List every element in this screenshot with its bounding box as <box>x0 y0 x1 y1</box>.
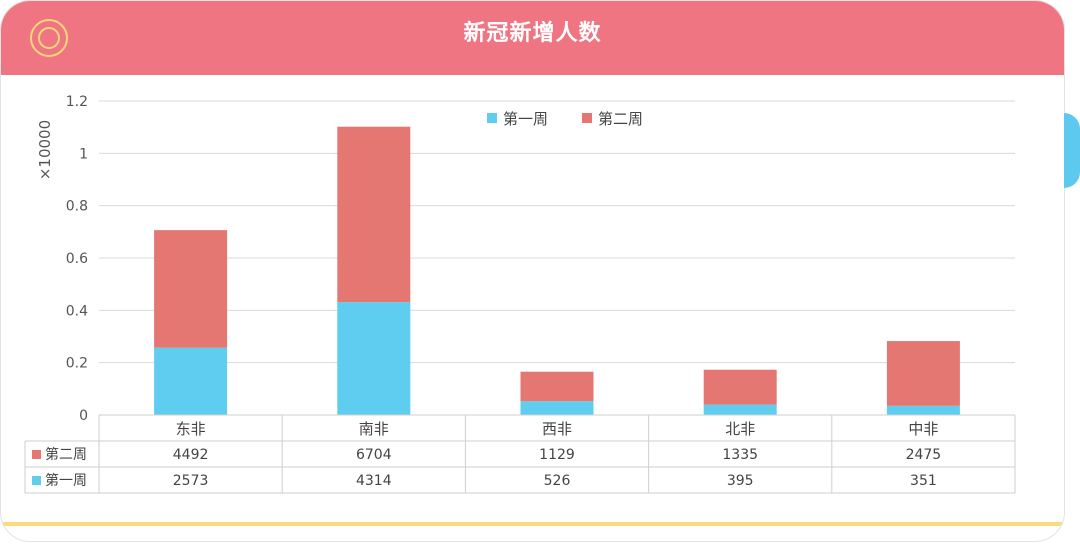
data-label: 1335 <box>722 447 758 463</box>
y-tick-label: 0 <box>79 408 88 424</box>
data-label: 526 <box>544 473 571 489</box>
x-tick-label: 北非 <box>725 420 755 438</box>
x-tick-label: 南非 <box>359 420 389 438</box>
bar <box>886 405 960 415</box>
table-row-label: 第一周 <box>45 472 87 489</box>
y-tick-label: 0.8 <box>66 199 88 215</box>
target-icon <box>30 19 68 57</box>
bar <box>703 369 777 405</box>
table-row-label: 第二周 <box>45 446 87 463</box>
page-title: 新冠新增人数 <box>463 21 602 46</box>
data-label: 4492 <box>173 447 209 463</box>
bar <box>520 371 594 402</box>
bar <box>703 404 777 415</box>
y-axis-label: ×10000 <box>36 120 54 180</box>
legend-swatch <box>582 113 592 123</box>
data-label: 4314 <box>356 473 392 489</box>
data-label: 1129 <box>539 447 575 463</box>
table-legend-swatch <box>32 476 41 485</box>
y-tick-label: 0.4 <box>66 303 88 319</box>
y-tick-label: 0.2 <box>66 356 88 372</box>
legend-label: 第二周 <box>598 110 643 128</box>
bar <box>154 230 228 348</box>
bar <box>337 126 411 303</box>
data-label: 2573 <box>173 473 209 489</box>
data-label: 2475 <box>906 447 942 463</box>
bar <box>886 341 960 406</box>
bottom-divider <box>1 522 1064 526</box>
legend-label: 第一周 <box>503 110 548 128</box>
y-tick-label: 1.2 <box>66 94 88 110</box>
table-legend-swatch <box>32 450 41 459</box>
bar <box>154 347 228 415</box>
legend-swatch <box>487 113 497 123</box>
data-label: 6704 <box>356 447 392 463</box>
y-tick-label: 0.6 <box>66 251 88 267</box>
header-bar: 新冠新增人数 <box>1 1 1064 75</box>
x-tick-label: 东非 <box>176 420 206 438</box>
x-tick-label: 西非 <box>542 420 572 438</box>
bar <box>337 302 411 415</box>
data-label: 395 <box>727 473 754 489</box>
data-label: 351 <box>910 473 937 489</box>
bar <box>520 401 594 415</box>
x-tick-label: 中非 <box>908 420 938 438</box>
y-tick-label: 1 <box>79 146 88 162</box>
side-tab[interactable] <box>1064 113 1080 188</box>
